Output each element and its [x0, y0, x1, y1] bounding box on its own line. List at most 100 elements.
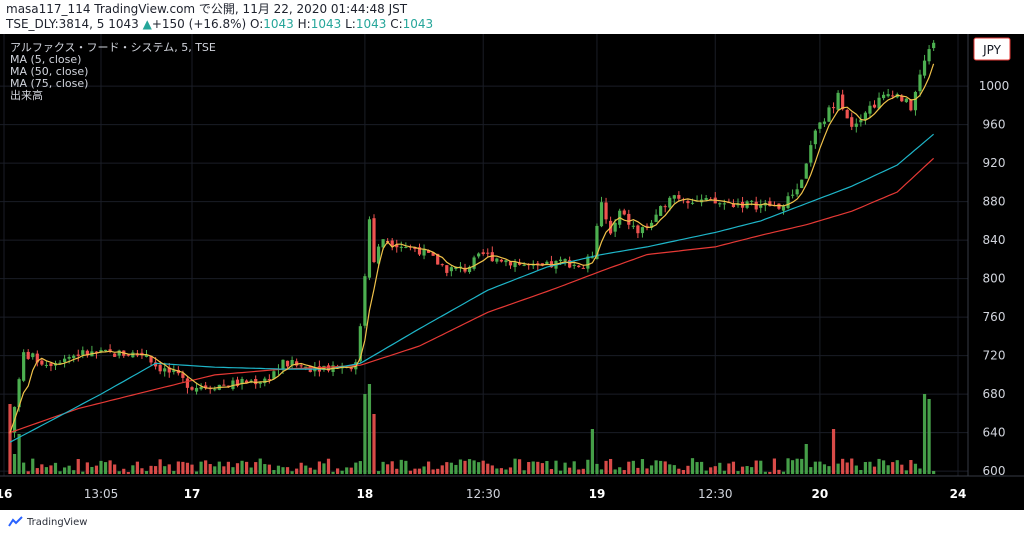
volume-bar: [235, 463, 240, 474]
candle-body: [422, 248, 426, 256]
candle-body: [267, 379, 271, 381]
volume-bar: [490, 465, 494, 474]
volume-bar: [731, 461, 736, 474]
candle-body: [495, 258, 499, 262]
volume-bar: [686, 465, 690, 474]
candle-body: [58, 362, 62, 365]
candle-body: [477, 253, 481, 257]
change-up-arrow-icon: ▲: [142, 17, 152, 31]
candle-body: [413, 247, 417, 250]
candle-body: [872, 104, 877, 108]
candle-body: [854, 123, 858, 127]
volume-bar: [408, 470, 412, 474]
volume-bar: [777, 469, 781, 474]
candle-body: [922, 60, 927, 76]
candle-body: [504, 260, 508, 263]
volume-bar: [154, 466, 158, 474]
volume-bar: [304, 465, 308, 474]
tradingview-brand[interactable]: TradingView: [8, 516, 87, 528]
candle-body: [449, 267, 453, 272]
candle-body: [690, 202, 695, 204]
candle-body: [144, 355, 149, 357]
volume-bar: [927, 399, 931, 474]
volume-bar: [827, 466, 831, 474]
volume-bar: [513, 458, 517, 474]
volume-bar: [445, 462, 449, 474]
candle-body: [76, 354, 80, 356]
candle-body: [26, 351, 30, 359]
legend: アルファクス・フード・システム, 5, TSE MA (5, close) MA…: [10, 41, 216, 102]
volume-bar: [386, 464, 390, 474]
volume-bar: [754, 460, 758, 474]
volume-bar: [772, 458, 776, 474]
currency-badge[interactable]: JPY: [973, 37, 1011, 61]
volume-bar: [8, 404, 12, 474]
candle-body: [649, 222, 654, 228]
volume-bar: [495, 468, 499, 474]
candle-body: [427, 250, 431, 253]
candle-body: [786, 196, 790, 209]
candle-body: [804, 163, 808, 179]
volume-bar: [240, 460, 244, 474]
volume-bar: [463, 460, 467, 474]
candle-body: [72, 355, 76, 358]
volume-bar: [499, 468, 503, 474]
volume-bar: [326, 458, 331, 474]
price-chart[interactable]: 600 640 680 720 760 800 840 880 920 960 1000 16 13:…: [0, 34, 1024, 510]
candle-body: [636, 225, 640, 234]
volume-bar: [563, 462, 567, 474]
volume-bar: [872, 466, 877, 474]
time-axis[interactable]: 16 13:05 17 18 12:30 19 12:30 20 24: [0, 487, 966, 501]
candle-body: [290, 360, 294, 366]
candle-body: [436, 253, 440, 265]
volume-bar: [818, 461, 822, 474]
volume-bar: [231, 467, 235, 474]
volume-bar: [295, 468, 299, 474]
candle-body: [372, 218, 376, 263]
volume-bar: [863, 462, 867, 474]
volume-bar: [363, 394, 367, 474]
candle-body: [281, 359, 285, 369]
candle-body: [581, 267, 585, 269]
volume-bar: [185, 462, 190, 474]
candle-body: [886, 94, 890, 97]
candle-body: [295, 361, 299, 366]
volume-bar: [736, 471, 740, 474]
candle-body: [672, 195, 676, 199]
candle-body: [595, 225, 599, 259]
time-tick-label: 19: [589, 487, 606, 501]
volume-bar: [217, 461, 221, 474]
volume-bar: [281, 467, 285, 474]
candle-body: [731, 203, 736, 208]
candle-body: [113, 353, 117, 357]
volume-bar: [67, 465, 71, 474]
candle-body: [49, 363, 53, 366]
candle-body: [518, 262, 522, 265]
candle-body: [882, 94, 886, 99]
grid-lines: [0, 34, 968, 476]
volume-bar: [208, 464, 212, 474]
volume-bar: [727, 463, 731, 474]
volume-bar: [204, 460, 208, 474]
candle-body: [154, 362, 158, 367]
volume-bar: [681, 470, 685, 474]
volume-bar: [841, 458, 845, 474]
candle-body: [781, 206, 786, 211]
price-tick-label: 840: [983, 233, 1006, 247]
volume-bar: [131, 465, 135, 474]
price-axis[interactable]: 600 640 680 720 760 800 840 880 920 960 1000: [979, 79, 1010, 478]
volume-bar: [322, 463, 326, 474]
candle-body: [304, 366, 308, 368]
candle-body: [167, 367, 171, 373]
candle-body: [522, 264, 526, 266]
change-value: +150 (+16.8%): [151, 17, 247, 31]
volume-bar: [649, 465, 654, 474]
price-tick-label: 920: [983, 156, 1006, 170]
volume-bar: [704, 470, 708, 474]
volume-bar: [886, 465, 890, 474]
candle-body: [645, 225, 649, 227]
candle-body: [659, 206, 663, 216]
volume-bar: [85, 462, 89, 474]
volume-bar: [267, 464, 271, 474]
open-value: 1043: [263, 17, 294, 31]
